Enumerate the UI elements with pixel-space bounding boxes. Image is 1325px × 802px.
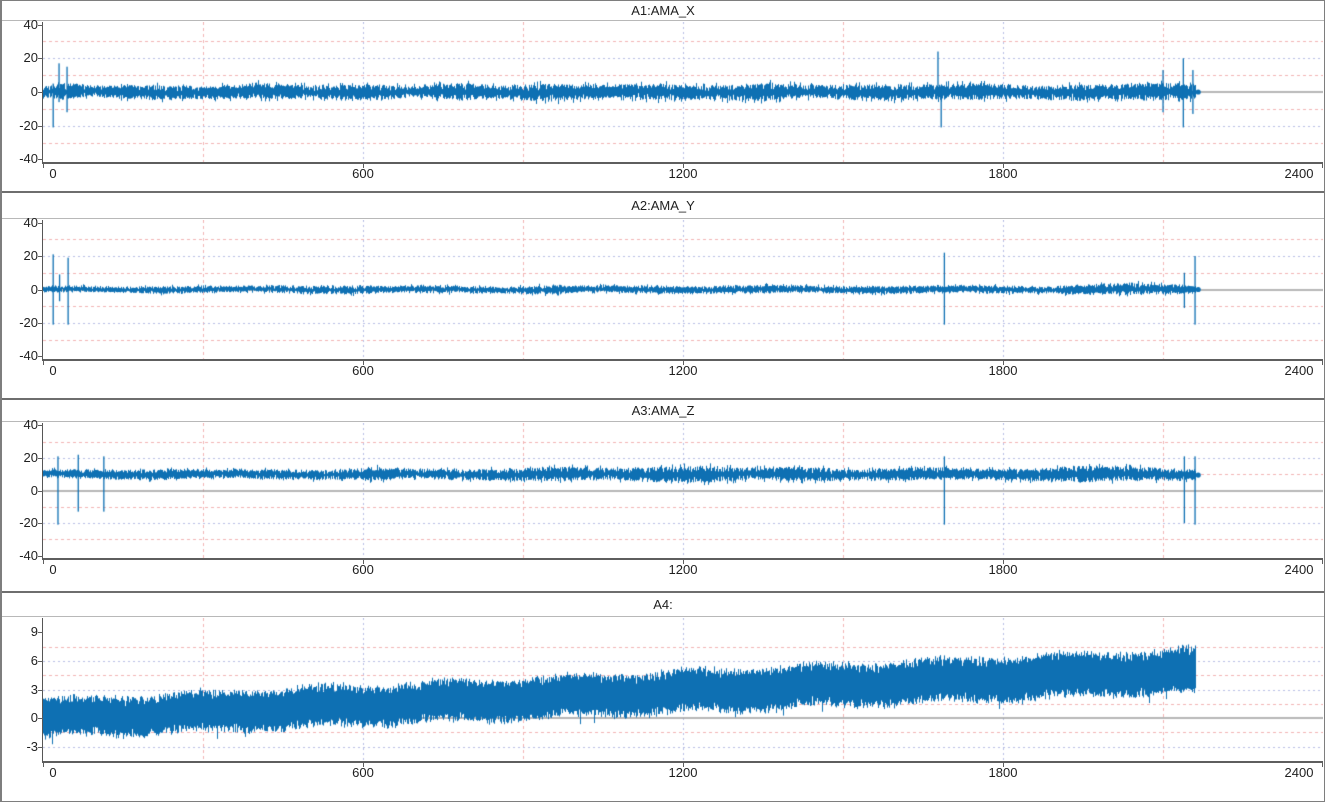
- y-tick-label: -3: [26, 738, 38, 754]
- x-tick-label: 2400: [1284, 166, 1314, 181]
- chart-panel-a4: A4: 9 6 3 0 -3 0 600 1200 1800 2400: [2, 593, 1324, 801]
- x-tick-label: 600: [352, 562, 374, 577]
- chart-panel-a1: A1:AMA_X 40 20 0 -20 -40 0 600 1200 1800 2400: [2, 1, 1324, 193]
- x-tick-label: 600: [352, 765, 374, 780]
- y-tick-label: -20: [19, 515, 38, 531]
- x-tick-label: 1800: [988, 363, 1018, 378]
- y-tick-mark: [38, 126, 43, 127]
- chart-title-a1: A1:AMA_X: [2, 1, 1324, 21]
- y-tick-mark: [38, 425, 43, 426]
- y-tick-mark: [38, 523, 43, 524]
- x-tick-mark: [683, 560, 684, 564]
- x-tick-label: 600: [352, 363, 374, 378]
- x-tick-mark: [1003, 763, 1004, 767]
- y-tick-label: -20: [19, 117, 38, 133]
- chart-panel-a3: A3:AMA_Z 40 20 0 -20 -40 0 600 1200 1800 2400: [2, 400, 1324, 593]
- x-tick-label: 1800: [988, 765, 1018, 780]
- y-tick-label: 3: [30, 681, 38, 697]
- x-tick-mark: [43, 164, 44, 168]
- waveform-canvas-a3: [43, 423, 1323, 558]
- x-tick-label: 1200: [668, 363, 698, 378]
- x-tick-label: 0: [49, 562, 57, 577]
- x-tick-mark: [43, 361, 44, 365]
- x-tick-mark: [683, 763, 684, 767]
- x-tick-label: 0: [49, 363, 57, 378]
- waveform-canvas-a1: [43, 22, 1323, 162]
- y-tick-mark: [38, 491, 43, 492]
- x-tick-mark: [1322, 560, 1323, 564]
- chart-title-a3: A3:AMA_Z: [2, 400, 1324, 422]
- y-tick-mark: [38, 661, 43, 662]
- y-tick-label: -40: [19, 348, 38, 364]
- y-tick-mark: [38, 747, 43, 748]
- x-tick-mark: [43, 763, 44, 767]
- x-tick-label: 1200: [668, 166, 698, 181]
- x-tick-mark: [363, 560, 364, 564]
- y-tick-mark: [38, 556, 43, 557]
- y-tick-mark: [38, 92, 43, 93]
- chart-title-a2: A2:AMA_Y: [2, 193, 1324, 219]
- x-tick-label: 1800: [988, 562, 1018, 577]
- y-tick-label: 20: [23, 248, 38, 263]
- y-tick-label: 0: [30, 281, 38, 297]
- y-tick-mark: [38, 58, 43, 59]
- y-tick-label: -40: [19, 547, 38, 563]
- waveform-canvas-a2: [43, 220, 1323, 359]
- x-tick-mark: [1322, 361, 1323, 365]
- x-tick-label: 1200: [668, 765, 698, 780]
- y-tick-label: 0: [30, 482, 38, 498]
- y-tick-mark: [38, 290, 43, 291]
- x-tick-mark: [1003, 560, 1004, 564]
- y-tick-label: 20: [23, 449, 38, 465]
- plot-area-a4[interactable]: [42, 618, 1323, 763]
- x-tick-mark: [683, 164, 684, 168]
- plot-area-a2[interactable]: [42, 220, 1323, 361]
- plot-area-a1[interactable]: [42, 22, 1323, 164]
- chart-title-a4: A4:: [2, 593, 1324, 617]
- chart-panel-a2: A2:AMA_Y 40 20 0 -20 -40 0 600 1200 1800 2400: [2, 193, 1324, 400]
- x-tick-mark: [683, 361, 684, 365]
- x-tick-mark: [1003, 164, 1004, 168]
- y-tick-label: 20: [23, 50, 38, 66]
- y-tick-label: 9: [30, 624, 38, 640]
- x-tick-mark: [1322, 763, 1323, 767]
- y-tick-mark: [38, 458, 43, 459]
- y-tick-label: 40: [23, 214, 38, 230]
- y-tick-mark: [38, 718, 43, 719]
- x-tick-label: 1200: [668, 562, 698, 577]
- y-tick-label: -20: [19, 314, 38, 330]
- y-tick-mark: [38, 356, 43, 357]
- x-tick-label: 2400: [1284, 765, 1314, 780]
- x-tick-label: 0: [49, 166, 57, 181]
- y-tick-mark: [38, 159, 43, 160]
- y-tick-label: 0: [30, 84, 38, 99]
- y-tick-mark: [38, 632, 43, 633]
- y-tick-label: -40: [19, 151, 38, 167]
- x-tick-label: 600: [352, 166, 374, 181]
- y-tick-label: 0: [30, 710, 38, 726]
- x-tick-mark: [1322, 164, 1323, 168]
- x-tick-mark: [363, 763, 364, 767]
- x-tick-mark: [363, 361, 364, 365]
- x-tick-label: 2400: [1284, 363, 1314, 378]
- y-tick-mark: [38, 256, 43, 257]
- x-tick-label: 2400: [1284, 562, 1314, 577]
- x-tick-mark: [1003, 361, 1004, 365]
- y-tick-mark: [38, 223, 43, 224]
- x-tick-mark: [363, 164, 364, 168]
- waveform-canvas-a4: [43, 618, 1323, 761]
- y-tick-label: 40: [23, 16, 38, 32]
- y-tick-label: 6: [30, 652, 38, 668]
- x-tick-label: 0: [49, 765, 57, 780]
- x-tick-label: 1800: [988, 166, 1018, 181]
- x-tick-mark: [43, 560, 44, 564]
- y-tick-mark: [38, 690, 43, 691]
- y-tick-mark: [38, 25, 43, 26]
- y-tick-label: 40: [23, 417, 38, 433]
- plot-area-a3[interactable]: [42, 423, 1323, 560]
- y-tick-mark: [38, 323, 43, 324]
